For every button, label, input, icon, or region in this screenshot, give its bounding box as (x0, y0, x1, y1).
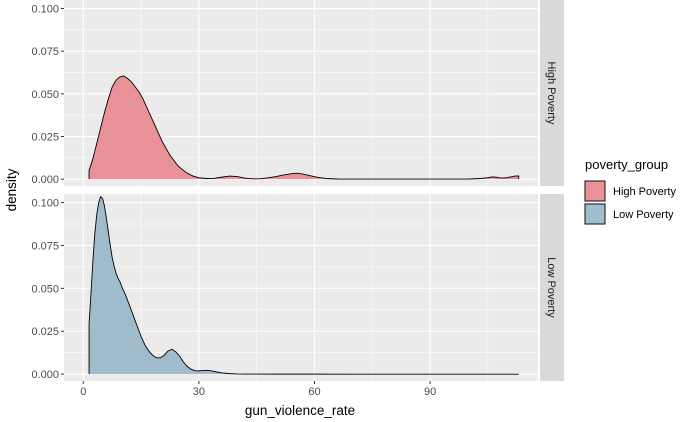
y-tick-label: 0.000 (31, 174, 59, 186)
facet-strip-label: Low Poverty (545, 257, 557, 318)
legend: poverty_group High Poverty Low Poverty (584, 157, 676, 225)
x-tick-label: 90 (424, 386, 436, 398)
facet-strip (540, 0, 564, 186)
y-tick-label: 0.100 (31, 4, 59, 16)
y-tick-label: 0.050 (31, 283, 59, 295)
y-tick-label: 0.050 (31, 89, 59, 101)
legend-key-swatch (584, 180, 606, 202)
legend-entry-label: High Poverty (613, 186, 676, 198)
density-outline (88, 75, 520, 180)
y-axis-title: density (4, 168, 19, 211)
y-tick-label: 0.025 (31, 132, 59, 144)
y-tick-label: 0.100 (31, 198, 59, 210)
x-tick-label: 60 (308, 386, 320, 398)
facet-panel: 0.000 0.025 0.050 0.075 0.100 High Poverty (31, 0, 564, 186)
y-tick-label: 0.075 (31, 46, 59, 58)
facet-strip-label: High Poverty (545, 62, 557, 125)
y-tick-label: 0.000 (31, 369, 59, 381)
y-tick-label: 0.075 (31, 240, 59, 252)
facet-panel: 0.000 0.025 0.050 0.075 0.100 Low Poverty (31, 194, 564, 381)
x-tick-label: 0 (80, 386, 86, 398)
x-axis-title: gun_violence_rate (245, 403, 355, 418)
facet-strip (540, 194, 564, 381)
y-tick-label: 0.025 (31, 326, 59, 338)
density-outline (88, 196, 519, 375)
legend-title: poverty_group (585, 157, 668, 172)
density-area (89, 75, 519, 180)
legend-entry-label: Low Poverty (613, 209, 674, 221)
axes-layer: 0 30 60 90 (80, 381, 436, 398)
x-tick-label: 30 (193, 386, 205, 398)
legend-key-swatch (584, 203, 606, 225)
density-area (89, 196, 519, 375)
